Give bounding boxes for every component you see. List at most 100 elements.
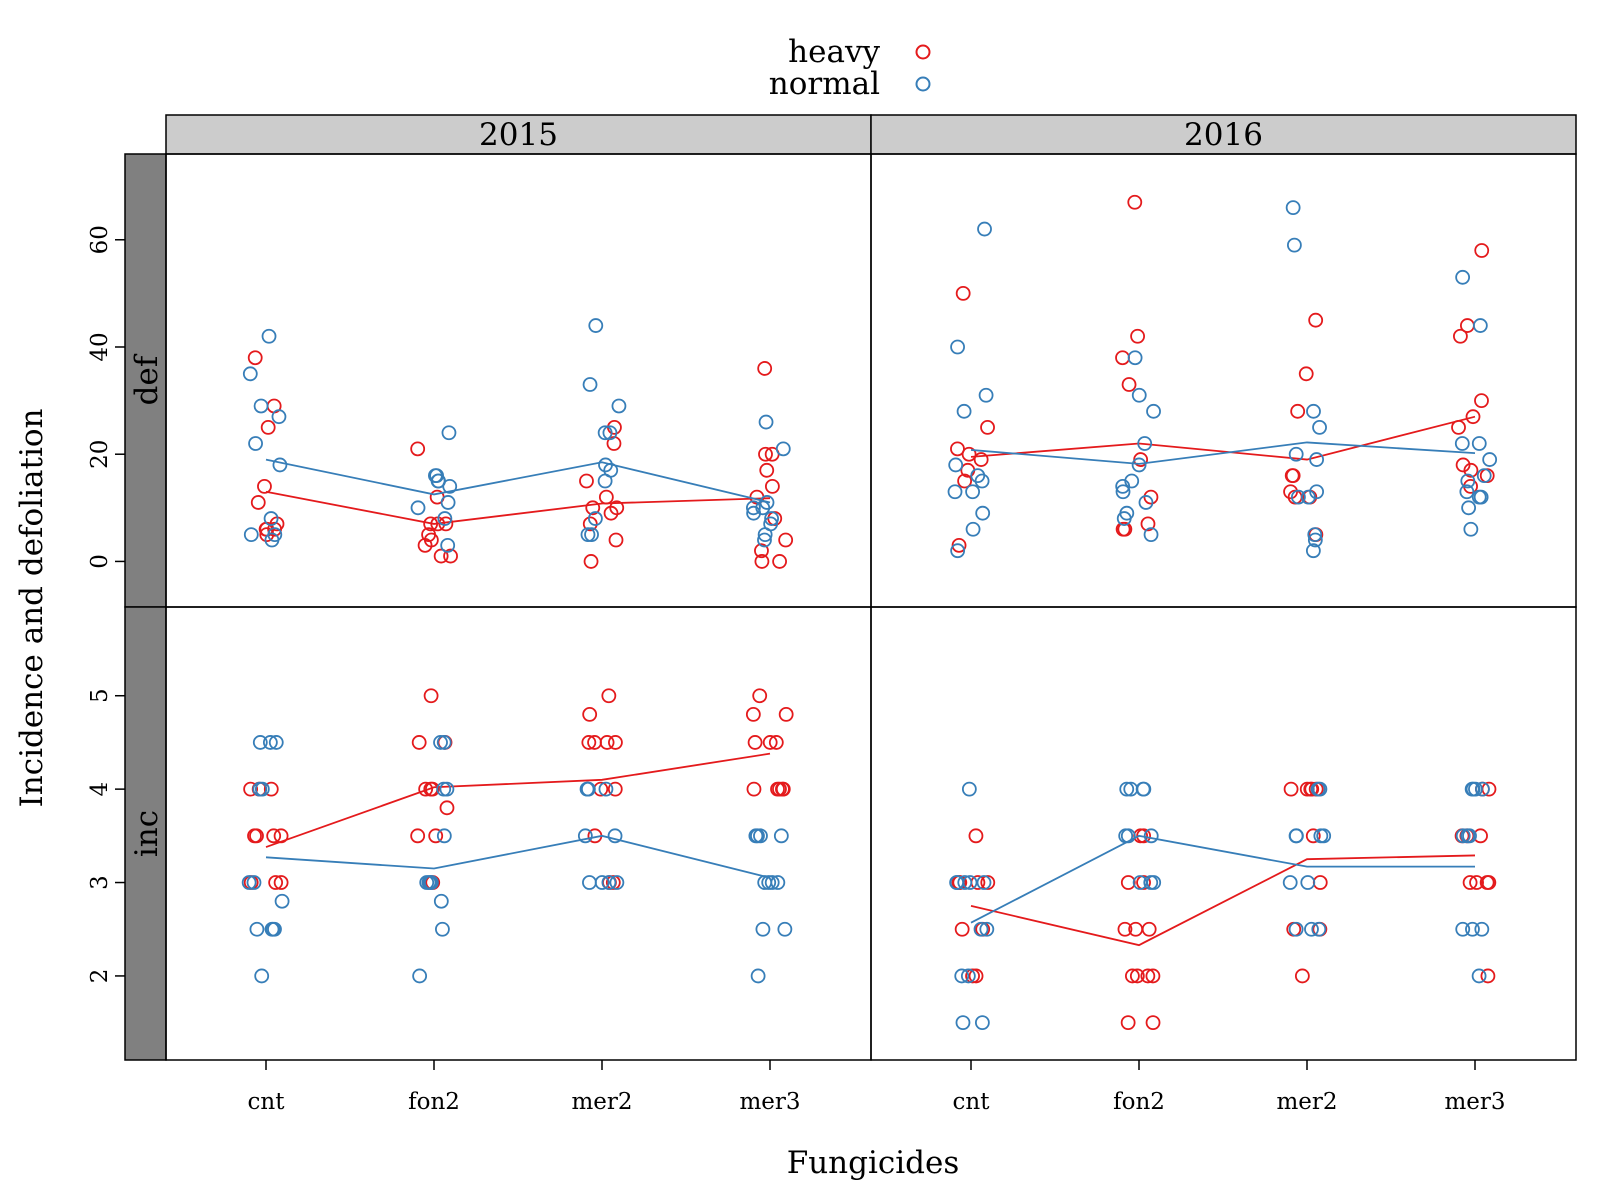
point-normal <box>437 511 453 526</box>
point-heavy <box>243 781 259 797</box>
y-tick-label-inc: 4 <box>87 782 113 797</box>
point-normal <box>1474 921 1490 937</box>
point-heavy <box>778 532 794 548</box>
y-tick-label-def: 60 <box>87 225 113 254</box>
point-normal <box>750 828 765 844</box>
point-normal <box>1461 500 1477 516</box>
point-normal <box>746 500 761 516</box>
point-normal <box>973 921 989 937</box>
point-heavy <box>259 527 275 543</box>
point-normal <box>274 893 290 909</box>
point-heavy <box>1294 968 1310 984</box>
point-heavy <box>267 521 282 537</box>
panel-border <box>165 606 872 1061</box>
point-heavy <box>1455 457 1471 473</box>
point-heavy <box>1124 968 1140 984</box>
point-normal <box>609 875 625 890</box>
point-heavy <box>418 781 434 797</box>
point-normal <box>441 425 457 441</box>
column-strip-2016 <box>870 114 1577 155</box>
point-normal <box>598 781 614 797</box>
point-normal <box>435 921 450 937</box>
point-heavy <box>582 707 598 722</box>
point-normal <box>1288 446 1304 462</box>
point-heavy <box>1283 781 1299 797</box>
point-normal <box>597 473 613 489</box>
x-tick-label-mer2: mer2 <box>1276 1089 1337 1115</box>
point-heavy <box>1305 828 1321 844</box>
point-normal <box>1127 350 1143 366</box>
point-normal <box>246 875 262 890</box>
point-heavy <box>1290 403 1306 419</box>
point-normal <box>1137 436 1153 451</box>
point-normal <box>241 875 257 890</box>
point-heavy <box>1298 366 1314 382</box>
point-normal <box>1307 527 1323 543</box>
point-heavy <box>1479 875 1495 890</box>
point-normal <box>1459 484 1475 500</box>
point-normal <box>1119 781 1135 797</box>
point-normal <box>588 318 604 333</box>
point-heavy <box>247 350 263 366</box>
point-heavy <box>1465 409 1481 425</box>
point-heavy <box>968 968 984 984</box>
point-heavy <box>417 537 433 553</box>
mean-line-normal <box>970 441 1476 465</box>
point-normal <box>1311 921 1327 937</box>
point-normal <box>442 478 458 494</box>
point-normal <box>579 781 595 797</box>
mean-line-heavy <box>970 415 1476 461</box>
point-normal <box>974 473 990 489</box>
point-heavy <box>752 688 768 704</box>
point-heavy <box>1480 968 1496 984</box>
point-heavy <box>747 735 763 750</box>
point-heavy <box>754 543 769 559</box>
column-strip-2015 <box>165 114 872 155</box>
point-normal <box>1472 318 1488 333</box>
column-strip-label-2015: 2015 <box>479 117 558 153</box>
legend-label-normal: normal <box>769 66 880 102</box>
point-normal <box>252 735 268 750</box>
point-normal <box>746 505 761 521</box>
y-tick-label-inc: 2 <box>87 969 113 984</box>
point-heavy <box>428 828 444 844</box>
point-heavy <box>1463 462 1479 478</box>
point-normal <box>436 781 452 797</box>
point-normal <box>1306 403 1321 419</box>
point-heavy <box>266 828 282 844</box>
mean-line-normal <box>265 458 771 504</box>
point-normal <box>1131 457 1147 473</box>
point-normal <box>271 409 287 425</box>
point-normal <box>976 875 992 890</box>
point-normal <box>757 527 773 543</box>
point-normal <box>979 921 995 937</box>
point-normal <box>1115 484 1131 500</box>
point-normal <box>580 527 596 543</box>
point-heavy <box>257 478 272 494</box>
point-heavy <box>745 707 761 722</box>
point-heavy <box>1304 781 1320 797</box>
point-normal <box>582 875 597 890</box>
point-normal <box>577 828 593 844</box>
point-heavy <box>583 554 599 569</box>
point-normal <box>410 500 426 516</box>
point-normal <box>433 893 449 909</box>
point-normal <box>243 527 259 543</box>
point-heavy <box>772 781 787 797</box>
point-heavy <box>439 800 455 816</box>
legend-marker-heavy <box>915 44 931 60</box>
point-normal <box>272 457 288 473</box>
point-normal <box>263 511 279 526</box>
point-normal <box>1291 489 1306 505</box>
point-normal <box>965 484 981 500</box>
point-heavy <box>757 361 773 376</box>
point-normal <box>977 221 992 237</box>
point-normal <box>955 1015 971 1031</box>
point-heavy <box>980 875 996 890</box>
point-normal <box>1482 452 1498 467</box>
point-heavy <box>758 446 773 462</box>
point-normal <box>1288 828 1304 844</box>
point-normal <box>974 1015 990 1031</box>
